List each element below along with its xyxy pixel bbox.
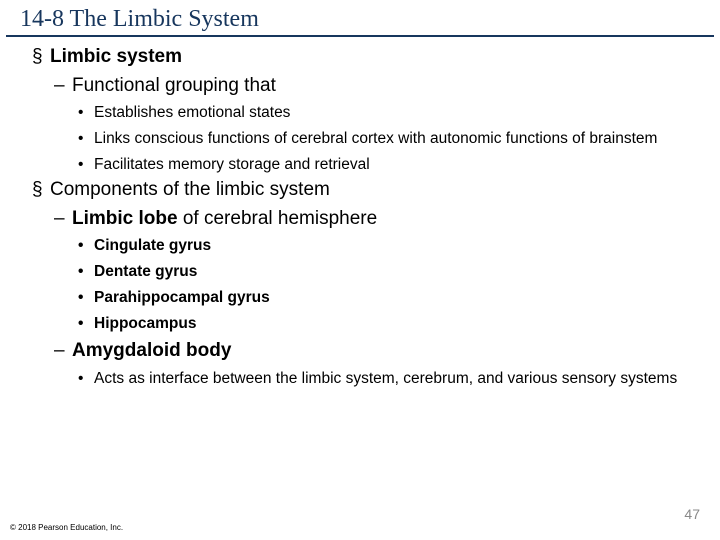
point: Cingulate gyrus [72, 236, 690, 257]
point: Establishes emotional states [72, 103, 690, 124]
sub-label: Amygdaloid body [72, 340, 231, 361]
point: Facilitates memory storage and retrieval [72, 155, 690, 176]
sub-label-prefix: Limbic lobe [72, 208, 178, 229]
copyright-footer: © 2018 Pearson Education, Inc. [10, 523, 123, 532]
section-label: Limbic system [50, 46, 182, 67]
point: Links conscious functions of cerebral co… [72, 129, 690, 150]
point: Parahippocampal gyrus [72, 288, 690, 309]
section-limbic-system: Limbic system Functional grouping that E… [30, 45, 690, 176]
slide-title: 14-8 The Limbic System [6, 0, 714, 37]
sub-label: Functional grouping that [72, 75, 276, 96]
sub-functional-grouping: Functional grouping that Establishes emo… [50, 73, 690, 176]
point: Dentate gyrus [72, 262, 690, 283]
point: Acts as interface between the limbic sys… [72, 369, 690, 390]
page-number: 47 [684, 506, 700, 522]
point: Hippocampus [72, 314, 690, 335]
slide-content: Limbic system Functional grouping that E… [0, 37, 720, 390]
sub-amygdaloid: Amygdaloid body Acts as interface betwee… [50, 338, 690, 390]
section-label: Components of the limbic system [50, 179, 330, 200]
sub-label-suffix: of cerebral hemisphere [178, 208, 378, 229]
section-components: Components of the limbic system Limbic l… [30, 178, 690, 390]
sub-limbic-lobe: Limbic lobe of cerebral hemisphere Cingu… [50, 206, 690, 335]
